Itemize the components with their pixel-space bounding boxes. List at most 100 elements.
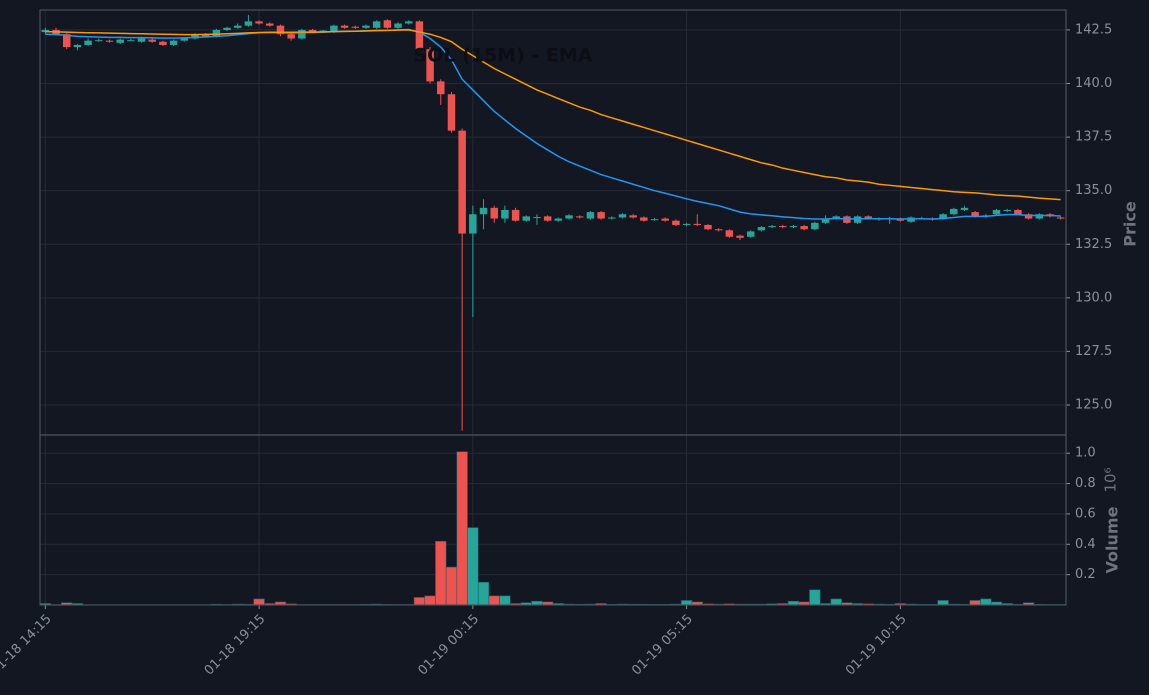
y-axis-label: Price (1121, 201, 1140, 247)
ema-line (45, 29, 1061, 201)
candle-body (682, 223, 691, 225)
candle-body (725, 230, 734, 237)
candle-body (266, 23, 274, 26)
candle-body (714, 229, 723, 231)
y-tick-label: 130.0 (1075, 290, 1112, 305)
volume-bar (809, 589, 821, 606)
candle-body (853, 216, 862, 223)
candle-body (180, 38, 189, 41)
candle-body (864, 216, 873, 219)
candle-body (394, 23, 402, 28)
candle-body (116, 39, 124, 43)
candle-body (693, 223, 702, 225)
candle-body (746, 231, 755, 237)
y-tick-label: 125.0 (1075, 397, 1112, 412)
candle-body (565, 215, 573, 219)
candle-body (340, 25, 349, 28)
candle-body (41, 29, 50, 33)
candle-body (533, 217, 541, 219)
candle-body (736, 235, 744, 238)
price-panel-frame (39, 9, 1067, 436)
candle-body (415, 21, 424, 50)
candle-body (458, 130, 466, 234)
y-tick-label: 140.0 (1075, 76, 1112, 91)
candle-body (308, 29, 317, 33)
candle-body (1014, 209, 1022, 215)
y-tick-label: 142.5 (1075, 22, 1112, 37)
volume-tick-label: 0.4 (1075, 537, 1096, 552)
candle-body (426, 49, 434, 82)
volume-tick-label: 0.8 (1075, 476, 1096, 491)
candle-body (629, 215, 637, 218)
candle-body (479, 207, 488, 215)
candle-body (597, 212, 605, 219)
candle-body (233, 25, 242, 28)
candle-body (618, 214, 627, 218)
candle-body (255, 21, 263, 24)
ema-line (45, 28, 1061, 220)
volume-tick-label: 1.0 (1075, 446, 1096, 461)
candle-body (191, 34, 199, 39)
candle-body (404, 21, 413, 24)
volume-panel-frame (39, 434, 1067, 606)
candle-body (319, 30, 327, 32)
candle-body (490, 207, 498, 219)
candle-body (127, 40, 135, 42)
x-tick-label: 01-19 10:15 (843, 612, 910, 679)
candle-body (330, 25, 338, 33)
candle-body (137, 38, 146, 42)
candle-body (501, 209, 509, 219)
candle-body (383, 20, 392, 28)
candle-body (351, 26, 360, 28)
y-tick-label: 137.5 (1075, 130, 1112, 145)
volume-bar (456, 451, 468, 606)
candle-body (1024, 214, 1033, 219)
candle-body (84, 40, 92, 45)
x-tick-label: 01-19 00:15 (415, 612, 482, 679)
candle-body (575, 216, 584, 218)
candle-body (1056, 217, 1065, 219)
candle-body (907, 217, 915, 222)
candle-body (298, 29, 306, 39)
candle-body (105, 40, 114, 42)
volume-bar (445, 566, 458, 606)
candle-body (608, 217, 616, 219)
candle-body (522, 216, 531, 221)
candle-body (511, 209, 520, 221)
candle-body (447, 94, 456, 131)
candle-body (62, 34, 71, 48)
volume-bar (435, 540, 447, 606)
candle-body (95, 40, 103, 42)
y-tick-label: 135.0 (1075, 183, 1112, 198)
candle-body (201, 34, 210, 37)
candle-body (640, 217, 648, 221)
candle-body (276, 25, 285, 35)
candle-body (586, 212, 595, 219)
candle-body (148, 39, 156, 42)
x-tick-label: 01-18 14:15 (0, 612, 55, 679)
volume-bar (499, 595, 511, 606)
candle-body (950, 208, 958, 215)
y-tick-label: 127.5 (1075, 344, 1112, 359)
candle-body (223, 27, 231, 30)
candle-body (811, 222, 819, 230)
volume-bar (488, 595, 500, 606)
candle-body (939, 214, 947, 219)
candle-body (661, 218, 669, 221)
candle-body (212, 29, 221, 37)
candle-body (469, 214, 477, 234)
candle-body (757, 227, 766, 231)
candle-body (832, 216, 840, 219)
volume-tick-label: 0.6 (1075, 506, 1096, 521)
volume-bar (424, 595, 436, 606)
volume-axis-label: Volume (1103, 506, 1122, 573)
candle-body (821, 218, 830, 223)
volume-bar (980, 598, 992, 606)
candle-body (1035, 214, 1044, 219)
y-tick-label: 132.5 (1075, 237, 1112, 252)
volume-bar (937, 600, 949, 606)
volume-bar (467, 527, 479, 606)
volume-bar (253, 598, 265, 606)
volume-bar (477, 581, 490, 606)
